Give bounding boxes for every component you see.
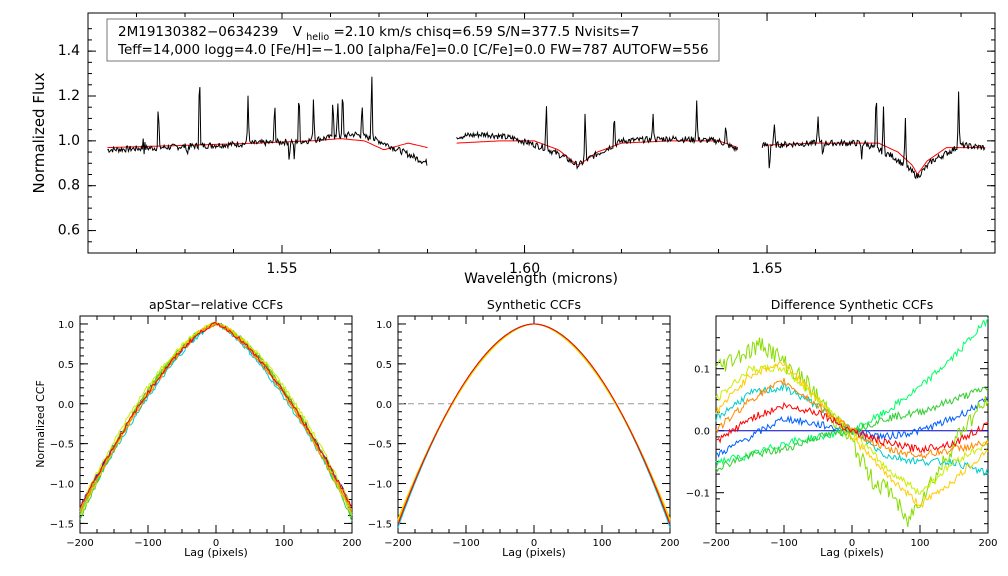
apstar-ccf-xlabel: Lag (pixels) — [184, 546, 248, 559]
x-tick-label: 1.55 — [266, 261, 297, 277]
spectrum-tick-labels: 1.55 1.60 1.65 0.6 0.8 1.0 1.2 1.4 — [58, 43, 783, 277]
y-tick-label: −0.1 — [686, 489, 710, 500]
apstar-ccf-series — [79, 320, 353, 522]
y-tick-label: 1.0 — [58, 320, 74, 331]
difference-ccf-panel: Difference Synthetic CCFs Lag (pixels) −… — [686, 297, 998, 559]
x-tick-label: 100 — [910, 538, 929, 549]
x-tick-label: 0 — [849, 538, 855, 549]
x-tick-label: 200 — [660, 538, 679, 549]
info-vhelio-symbol: V — [293, 24, 303, 40]
model-spectrum-chip-3 — [762, 142, 986, 176]
x-tick-label: 0 — [213, 538, 219, 549]
difference-ccf-xlabel: Lag (pixels) — [820, 546, 884, 559]
x-tick-label: 100 — [274, 538, 293, 549]
y-tick-label: 0.8 — [58, 178, 80, 194]
y-tick-label: 0.5 — [376, 360, 392, 371]
y-tick-label: −1.5 — [368, 519, 392, 530]
y-tick-label: 0.5 — [58, 360, 74, 371]
spectrum-xlabel: Wavelength (microns) — [464, 271, 618, 287]
x-tick-label: 200 — [342, 538, 361, 549]
spectrum-axes-frame — [87, 12, 996, 254]
observed-spectrum-chip-1 — [107, 76, 428, 166]
synthetic-ccf-tick-labels: −200 −100 0 100 200 −1.5 −1.0 −0.5 0.0 0.5 1.0 — [368, 320, 680, 549]
difference-ccf-ticks — [715, 316, 989, 533]
spectrum-ylabel: Normalized Flux — [30, 72, 48, 193]
x-tick-label: −100 — [770, 538, 797, 549]
x-tick-label: −200 — [66, 538, 93, 549]
difference-series-8 — [715, 361, 989, 509]
y-tick-label: −1.5 — [50, 519, 74, 530]
apstar-ccf-tick-labels: −200 −100 0 100 200 −1.5 −1.0 −0.5 0.0 0.5 1.0 — [50, 320, 362, 549]
synthetic-ccf-panel: Synthetic CCFs Lag (pixels) −200 −100 0 100… — [368, 297, 680, 559]
x-tick-label: −200 — [702, 538, 729, 549]
apstar-ccf-ylabel: Normalized CCF — [34, 380, 47, 468]
y-tick-label: 1.0 — [376, 320, 392, 331]
x-tick-label: −200 — [384, 538, 411, 549]
apstar-ccf-title: apStar−relative CCFs — [149, 297, 283, 312]
y-tick-label: 0.1 — [694, 365, 710, 376]
info-line-1-stats: =2.10 km/s chisq=6.59 S/N=377.5 Nvisits=… — [334, 24, 640, 40]
synthetic-ccf-title: Synthetic CCFs — [487, 297, 581, 312]
y-tick-label: 0.0 — [694, 427, 710, 438]
y-tick-label: 0.0 — [58, 400, 74, 411]
x-tick-label: −100 — [134, 538, 161, 549]
apstar-ccf-panel: apStar−relative CCFs Lag (pixels) Normal… — [34, 297, 362, 559]
info-line-1: 2M19130382−0634239 V helio =2.10 km/s ch… — [118, 24, 639, 44]
observed-spectrum-chip-2 — [456, 100, 739, 170]
y-tick-label: 0.0 — [376, 400, 392, 411]
difference-ccf-tick-labels: −200 −100 0 100 200 −0.1 0.0 0.1 — [686, 365, 998, 549]
observed-spectrum-chip-3 — [761, 91, 986, 180]
ccf-series-9 — [79, 322, 353, 513]
ccf-series-7 — [79, 321, 353, 509]
difference-ccf-title: Difference Synthetic CCFs — [771, 297, 934, 312]
difference-series-9 — [715, 377, 989, 459]
info-box — [106, 18, 720, 62]
y-tick-label: −1.0 — [50, 480, 74, 491]
x-tick-label: 1.60 — [509, 261, 540, 277]
synthetic-ccf-xlabel: Lag (pixels) — [502, 546, 566, 559]
x-tick-label: 1.65 — [751, 261, 782, 277]
y-tick-label: −1.0 — [368, 480, 392, 491]
x-tick-label: 100 — [592, 538, 611, 549]
difference-ccf-series — [715, 317, 989, 527]
x-tick-label: 0 — [531, 538, 537, 549]
y-tick-label: 0.6 — [58, 223, 80, 239]
y-tick-label: −0.5 — [368, 440, 392, 451]
ccf-series-10 — [79, 321, 353, 509]
x-tick-label: −100 — [452, 538, 479, 549]
synthetic-ccf-series — [397, 323, 671, 528]
y-tick-label: 1.0 — [58, 133, 80, 149]
spectrum-panel: 1.55 1.60 1.65 0.6 0.8 1.0 1.2 1.4 Wavelength (… — [30, 12, 996, 287]
x-tick-label: 200 — [978, 538, 997, 549]
y-tick-label: −0.5 — [50, 440, 74, 451]
difference-series-5 — [715, 386, 989, 473]
y-tick-label: 1.4 — [58, 43, 80, 59]
info-line-2: Teff=14,000 logg=4.0 [Fe/H]=−1.00 [alpha… — [117, 42, 709, 58]
info-vhelio-subscript: helio — [306, 32, 329, 43]
observed-spectrum — [107, 76, 986, 180]
info-star-id: 2M19130382−0634239 — [118, 24, 278, 40]
ccf-series-10 — [397, 323, 671, 525]
y-tick-label: 1.2 — [58, 88, 80, 104]
difference-series-10 — [715, 401, 989, 454]
